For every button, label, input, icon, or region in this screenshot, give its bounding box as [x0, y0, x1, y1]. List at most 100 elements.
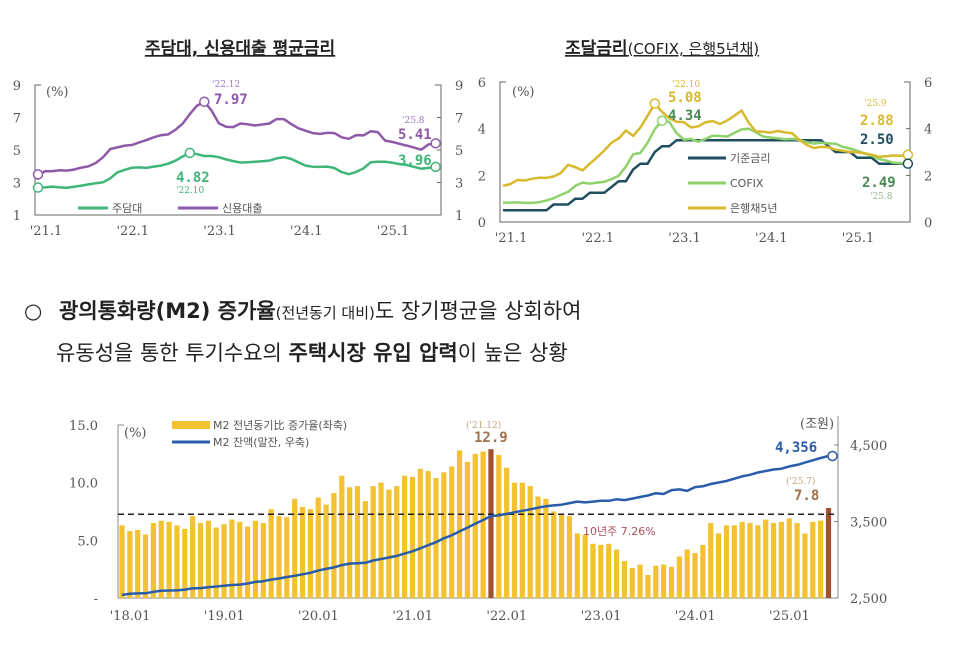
bar [590, 543, 596, 598]
annotation-date: '22.10 [176, 186, 205, 196]
bar [504, 467, 510, 598]
data-point-marker [32, 169, 44, 180]
data-point-marker [902, 158, 914, 169]
bar [802, 533, 808, 598]
legend-label: 은행채5년 [730, 202, 777, 215]
bar [480, 451, 486, 598]
bar [354, 486, 361, 598]
annotation-date: '25.8 [402, 116, 425, 126]
bar [237, 521, 243, 598]
reference-line-label: 10년주 7.26% [583, 525, 656, 538]
bar [158, 520, 164, 598]
bar [629, 568, 635, 598]
x-tick: '25.1 [377, 224, 410, 239]
y-unit: (%) [46, 85, 69, 100]
bar [708, 523, 714, 598]
y-tick-right: 5 [455, 144, 463, 159]
bar [825, 508, 832, 598]
emphasis-text: 광의통화량(M2) 증가율 [59, 299, 276, 323]
chart-title: 조달금리(COFIX, 은행5년채) [565, 38, 759, 59]
bar [551, 511, 557, 598]
bar [190, 516, 196, 598]
bar [574, 533, 580, 598]
bar [362, 501, 368, 598]
bar [668, 566, 675, 598]
y-tick-left: 5.0 [77, 534, 98, 549]
y-tick-right: 9 [455, 79, 463, 94]
bar [488, 449, 494, 598]
legend-label: 주담대 [112, 202, 142, 215]
bar [205, 520, 211, 598]
bar [441, 472, 447, 598]
annotation-value: 2.50 [860, 132, 894, 148]
bar [684, 549, 690, 598]
legend: 기준금리 COFIX 은행채5년 [688, 152, 777, 215]
x-tick: '25.1 [842, 231, 875, 246]
bar [566, 516, 573, 598]
y-tick-left: 4 [478, 123, 486, 138]
legend-label: 기준금리 [730, 152, 770, 165]
bar [731, 525, 737, 598]
y-tick-right: 3,500 [850, 516, 887, 531]
y-unit: (%) [512, 85, 535, 100]
bar [653, 565, 659, 598]
x-tick: '20.01 [298, 609, 339, 624]
y-tick-right: 6 [924, 76, 932, 91]
series-line-신용대출 [37, 100, 436, 176]
bar [135, 529, 141, 598]
x-tick: '23.01 [581, 609, 622, 624]
y-tick-right: 4,500 [850, 439, 887, 454]
y-tick-right: 0 [924, 216, 932, 231]
y-tick-left: - [94, 592, 98, 607]
bar [292, 498, 298, 598]
annotation-date: '22.10 [672, 80, 701, 90]
bar [449, 466, 455, 598]
bar [339, 475, 345, 598]
x-tick: '22.1 [581, 231, 614, 246]
bar [559, 513, 565, 598]
y-tick-right: 4 [924, 123, 932, 138]
bullet-line-1: ○ 광의통화량(M2) 증가율(전년동기 대비)도 장기평균을 상회하여 [24, 299, 581, 323]
bar [119, 525, 125, 598]
y-tick-left: 9 [13, 79, 21, 94]
bar [221, 524, 227, 598]
body-text-segment: 도 장기평균을 상회하여 [375, 299, 582, 323]
bar [496, 454, 502, 598]
data-point-marker [827, 450, 838, 462]
bar [174, 525, 180, 598]
bar [716, 533, 722, 598]
right-unit: (조원) [800, 417, 834, 432]
bar [794, 523, 800, 598]
x-tick: '25.01 [769, 609, 810, 624]
bar [323, 504, 329, 598]
y-tick-left: 3 [13, 177, 21, 192]
bar [818, 520, 824, 598]
x-tick: '19.01 [204, 609, 245, 624]
y-tick-left: 6 [478, 76, 486, 91]
bar [260, 523, 266, 598]
y-tick-right: 1 [455, 209, 463, 224]
loan-rate-chart: 주담대, 신용대출 평균금리 (%) 9 9 7 7 5 5 3 3 1 1 '21.1 '22.1 '… [13, 39, 464, 239]
annotation-date: '25.9 [864, 99, 887, 109]
body-text-segment: 유동성을 통한 투기수요의 [56, 341, 289, 365]
bar [307, 509, 313, 598]
y-tick-right: 2 [924, 169, 932, 184]
bar [394, 486, 400, 598]
bar [613, 549, 620, 598]
annotation-value: 7.97 [214, 92, 248, 108]
bar [229, 519, 235, 598]
legend-swatch [172, 421, 210, 429]
bar [770, 523, 777, 598]
annotation-date: '25.8 [870, 192, 893, 202]
x-tick: '24.1 [755, 231, 788, 246]
bar [511, 482, 518, 598]
annotation-date: '22.12 [212, 80, 240, 90]
data-point-marker [430, 138, 441, 149]
bar [142, 534, 149, 598]
bar [370, 486, 376, 598]
data-point-marker [32, 182, 44, 193]
bar [778, 521, 784, 598]
annotation-value: 3.96 [398, 153, 432, 169]
bar [276, 516, 282, 598]
y-tick-right: 3 [455, 177, 463, 192]
